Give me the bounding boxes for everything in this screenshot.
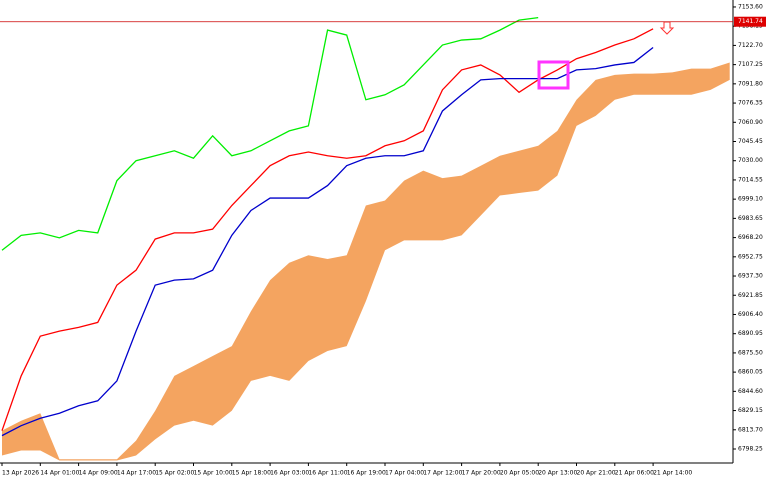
y-tick-label: 6813.70 <box>738 426 763 433</box>
indicator-line <box>1 17 539 251</box>
x-tick-label: 20 Apr 05:00 <box>500 470 539 477</box>
y-tick-label: 6875.50 <box>738 349 763 356</box>
x-tick-label: 17 Apr 04:00 <box>385 470 424 477</box>
y-tick-label: 6906.40 <box>738 311 763 318</box>
x-tick-label: 15 Apr 02:00 <box>155 470 194 477</box>
y-tick-label: 6968.20 <box>738 234 763 241</box>
x-tick-label: 14 Apr 01:00 <box>40 470 79 477</box>
sell-arrow <box>659 21 675 35</box>
y-tick-label: 7091.80 <box>738 80 763 87</box>
y-tick-label: 6829.15 <box>738 407 763 414</box>
x-tick-label: 21 Apr 06:00 <box>615 470 654 477</box>
y-tick-label: 7122.70 <box>738 42 763 49</box>
x-tick-label: 17 Apr 20:00 <box>462 470 501 477</box>
y-tick-label: 7107.25 <box>738 61 763 68</box>
x-tick-label: 20 Apr 21:00 <box>577 470 616 477</box>
x-tick-label: 16 Apr 11:00 <box>308 470 347 477</box>
x-tick-label: 14 Apr 17:00 <box>117 470 156 477</box>
x-tick-label: 21 Apr 14:00 <box>653 470 692 477</box>
indicator-line <box>1 47 654 437</box>
y-tick-label: 6952.75 <box>738 253 763 260</box>
y-tick-label: 6890.95 <box>738 330 763 337</box>
x-tick-label: 17 Apr 12:00 <box>423 470 462 477</box>
x-tick-label: 16 Apr 03:00 <box>270 470 309 477</box>
y-tick-label: 6999.10 <box>738 196 763 203</box>
y-tick-label: 6983.65 <box>738 215 763 222</box>
y-tick-label: 7030.00 <box>738 157 763 164</box>
y-tick-label: 7153.60 <box>738 3 763 10</box>
highlight-box <box>537 60 570 90</box>
x-tick-label: 14 Apr 09:00 <box>79 470 118 477</box>
x-tick-label: 15 Apr 10:00 <box>194 470 233 477</box>
x-tick-label: 13 Apr 2026 <box>2 470 39 477</box>
price-tag-label: 7141.74 <box>738 18 763 25</box>
y-tick-label: 7076.35 <box>738 100 763 107</box>
x-tick-label: 16 Apr 19:00 <box>347 470 386 477</box>
y-tick-label: 6937.30 <box>738 273 763 280</box>
y-tick-label: 7045.45 <box>738 138 763 145</box>
y-tick-label: 6844.60 <box>738 388 763 395</box>
y-tick-label: 7014.55 <box>738 176 763 183</box>
y-tick-label: 7060.90 <box>738 119 763 126</box>
ichimoku-cloud <box>2 62 730 461</box>
y-tick-label: 6921.85 <box>738 292 763 299</box>
price-tag <box>734 16 766 27</box>
x-tick-label: 20 Apr 13:00 <box>538 470 577 477</box>
x-tick-label: 15 Apr 18:00 <box>232 470 271 477</box>
indicator-line <box>1 28 654 431</box>
y-tick-label: 6798.25 <box>738 446 763 453</box>
y-tick-label: 6860.05 <box>738 369 763 376</box>
